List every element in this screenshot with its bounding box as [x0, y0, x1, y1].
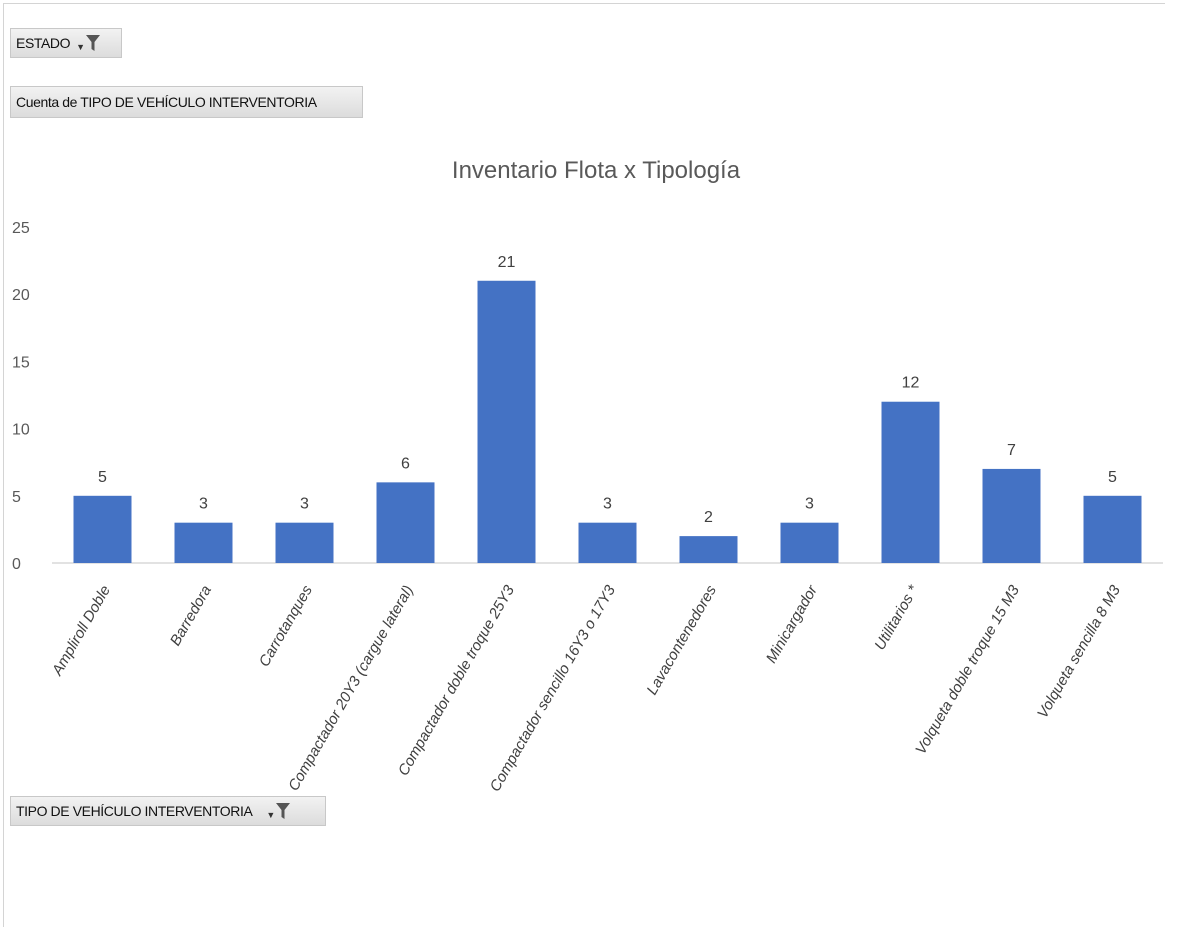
category-label: Carrotanques [256, 582, 316, 670]
y-tick-label: 25 [12, 220, 30, 237]
category-label: Ampliroll Doble [48, 583, 114, 680]
data-label: 3 [199, 496, 208, 513]
category-label: Volqueta sencilla 8 M3 [1034, 582, 1124, 721]
y-tick-label: 15 [12, 354, 30, 371]
data-label: 3 [300, 496, 309, 513]
bar[interactable] [578, 522, 637, 563]
bars [73, 280, 1142, 563]
bar[interactable] [679, 536, 738, 563]
value-field-label: Cuenta de TIPO DE VEHÍCULO INTERVENTORIA [16, 94, 317, 110]
chart-frame [3, 3, 1165, 927]
data-label: 2 [704, 509, 713, 526]
data-label: 5 [98, 469, 107, 486]
data-labels: 5 3 3 6 21 3 2 3 12 7 5 [98, 254, 1117, 526]
category-label: Minicargador [763, 582, 822, 666]
bar[interactable] [1083, 495, 1142, 563]
bar[interactable] [982, 468, 1041, 563]
category-label: Barredora [167, 583, 215, 649]
data-label: 21 [498, 254, 516, 271]
category-label: Volqueta doble troque 15 M3 [912, 582, 1023, 757]
category-label: Compactador 20Y3 (cargue lateral) [285, 583, 417, 794]
data-label: 12 [902, 375, 920, 392]
bar[interactable] [881, 401, 940, 563]
filter-icon: ▼ [266, 802, 290, 820]
y-axis: 0 5 10 15 20 25 [12, 220, 30, 573]
value-field-button[interactable]: Cuenta de TIPO DE VEHÍCULO INTERVENTORIA [10, 86, 363, 118]
filter-icon: ▼ [76, 34, 100, 52]
category-label: Compactador doble troque 25Y3 [395, 582, 518, 779]
category-label: Lavacontenedores [644, 582, 721, 698]
y-tick-label: 10 [12, 422, 30, 439]
data-label: 5 [1108, 469, 1117, 486]
dropdown-arrow-icon: ▼ [76, 42, 85, 52]
data-label: 7 [1007, 442, 1016, 459]
y-tick-label: 0 [12, 556, 21, 573]
category-label: Compactador sencillo 16Y3 o 17Y3 [487, 582, 620, 795]
data-label: 3 [805, 496, 814, 513]
bar[interactable] [73, 495, 132, 563]
bar[interactable] [376, 482, 435, 563]
axis-field-filter-button[interactable]: TIPO DE VEHÍCULO INTERVENTORIA ▼ [10, 796, 326, 826]
estado-filter-label: ESTADO [16, 35, 71, 51]
y-tick-label: 20 [12, 287, 30, 304]
category-labels: Ampliroll Doble Barredora CarrotanquesComp… [48, 581, 1124, 794]
bar[interactable] [275, 522, 334, 563]
data-label: 3 [603, 496, 612, 513]
bar[interactable] [174, 522, 233, 563]
dropdown-arrow-icon: ▼ [266, 810, 275, 820]
bar[interactable] [780, 522, 839, 563]
category-label: Utilitarios * [871, 581, 922, 653]
bar[interactable] [477, 280, 536, 563]
data-label: 6 [401, 455, 410, 472]
axis-field-label: TIPO DE VEHÍCULO INTERVENTORIA [16, 803, 253, 819]
estado-filter-button[interactable]: ESTADO ▼ [10, 28, 122, 58]
y-tick-label: 5 [12, 489, 21, 506]
chart-title: Inventario Flota x Tipología [452, 157, 741, 184]
